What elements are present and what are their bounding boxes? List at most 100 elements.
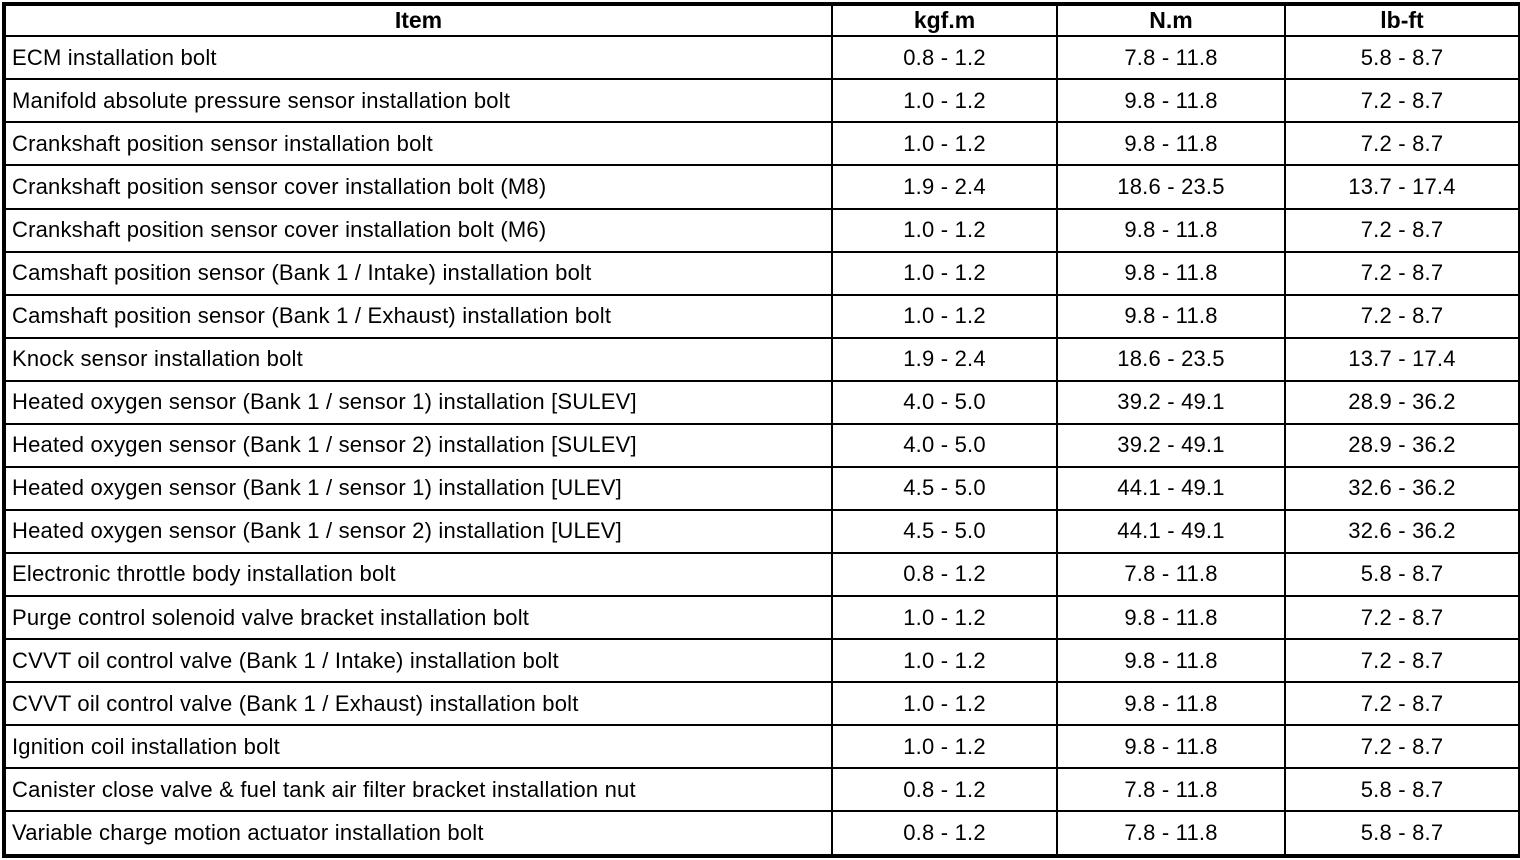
lbft-cell: 7.2 - 8.7 <box>1284 121 1520 167</box>
lbft-cell: 7.2 - 8.7 <box>1284 250 1520 296</box>
lbft-cell: 5.8 - 8.7 <box>1284 767 1520 813</box>
item-cell: Camshaft position sensor (Bank 1 / Exhau… <box>3 293 833 339</box>
kgfm-cell: 1.0 - 1.2 <box>831 681 1058 727</box>
table-row: Ignition coil installation bolt 1.0 - 1.… <box>3 724 1520 770</box>
lbft-cell: 28.9 - 36.2 <box>1284 422 1520 468</box>
table-header-row: Item kgf.m N.m lb-ft <box>3 2 1520 38</box>
nm-cell: 9.8 - 11.8 <box>1056 207 1286 253</box>
nm-cell: 9.8 - 11.8 <box>1056 121 1286 167</box>
kgfm-cell: 1.0 - 1.2 <box>831 595 1058 641</box>
item-cell: ECM installation bolt <box>3 35 833 81</box>
nm-cell: 9.8 - 11.8 <box>1056 681 1286 727</box>
nm-cell: 9.8 - 11.8 <box>1056 293 1286 339</box>
table-row: CVVT oil control valve (Bank 1 / Exhaust… <box>3 681 1520 727</box>
column-header-kgfm: kgf.m <box>831 2 1058 38</box>
item-cell: Electronic throttle body installation bo… <box>3 552 833 598</box>
column-header-lbft: lb-ft <box>1284 2 1520 38</box>
lbft-cell: 13.7 - 17.4 <box>1284 336 1520 382</box>
kgfm-cell: 1.0 - 1.2 <box>831 78 1058 124</box>
table-row: Manifold absolute pressure sensor instal… <box>3 78 1520 124</box>
kgfm-cell: 1.0 - 1.2 <box>831 293 1058 339</box>
table-row: Camshaft position sensor (Bank 1 / Exhau… <box>3 293 1520 339</box>
kgfm-cell: 0.8 - 1.2 <box>831 552 1058 598</box>
item-cell: Ignition coil installation bolt <box>3 724 833 770</box>
item-cell: Purge control solenoid valve bracket ins… <box>3 595 833 641</box>
lbft-cell: 5.8 - 8.7 <box>1284 810 1520 857</box>
lbft-cell: 7.2 - 8.7 <box>1284 638 1520 684</box>
lbft-cell: 13.7 - 17.4 <box>1284 164 1520 210</box>
nm-cell: 44.1 - 49.1 <box>1056 508 1286 555</box>
item-cell: Heated oxygen sensor (Bank 1 / sensor 2)… <box>3 508 833 555</box>
item-cell: Heated oxygen sensor (Bank 1 / sensor 1)… <box>3 465 833 511</box>
item-cell: Crankshaft position sensor cover install… <box>3 207 833 253</box>
lbft-cell: 28.9 - 36.2 <box>1284 379 1520 425</box>
nm-cell: 7.8 - 11.8 <box>1056 552 1286 598</box>
nm-cell: 9.8 - 11.8 <box>1056 250 1286 296</box>
nm-cell: 39.2 - 49.1 <box>1056 379 1286 425</box>
table-row: Electronic throttle body installation bo… <box>3 552 1520 598</box>
table-row: Heated oxygen sensor (Bank 1 / sensor 2)… <box>3 422 1520 468</box>
kgfm-cell: 1.0 - 1.2 <box>831 207 1058 253</box>
lbft-cell: 7.2 - 8.7 <box>1284 595 1520 641</box>
column-header-item: Item <box>3 2 833 38</box>
kgfm-cell: 1.9 - 2.4 <box>831 164 1058 210</box>
kgfm-cell: 0.8 - 1.2 <box>831 767 1058 813</box>
table-row: Crankshaft position sensor cover install… <box>3 207 1520 253</box>
lbft-cell: 7.2 - 8.7 <box>1284 207 1520 253</box>
nm-cell: 39.2 - 49.1 <box>1056 422 1286 468</box>
lbft-cell: 7.2 - 8.7 <box>1284 293 1520 339</box>
nm-cell: 18.6 - 23.5 <box>1056 164 1286 210</box>
table-row: CVVT oil control valve (Bank 1 / Intake)… <box>3 638 1520 684</box>
kgfm-cell: 0.8 - 1.2 <box>831 35 1058 81</box>
lbft-cell: 32.6 - 36.2 <box>1284 465 1520 511</box>
lbft-cell: 7.2 - 8.7 <box>1284 78 1520 124</box>
item-cell: Manifold absolute pressure sensor instal… <box>3 78 833 124</box>
item-cell: Crankshaft position sensor installation … <box>3 121 833 167</box>
kgfm-cell: 4.0 - 5.0 <box>831 379 1058 425</box>
nm-cell: 44.1 - 49.1 <box>1056 465 1286 511</box>
item-cell: Heated oxygen sensor (Bank 1 / sensor 1)… <box>3 379 833 425</box>
item-cell: Variable charge motion actuator installa… <box>3 810 833 857</box>
lbft-cell: 7.2 - 8.7 <box>1284 681 1520 727</box>
table-row: Heated oxygen sensor (Bank 1 / sensor 1)… <box>3 465 1520 511</box>
table-row: ECM installation bolt 0.8 - 1.2 7.8 - 11… <box>3 35 1520 81</box>
kgfm-cell: 1.0 - 1.2 <box>831 250 1058 296</box>
kgfm-cell: 4.5 - 5.0 <box>831 465 1058 511</box>
kgfm-cell: 1.9 - 2.4 <box>831 336 1058 382</box>
kgfm-cell: 4.5 - 5.0 <box>831 508 1058 555</box>
kgfm-cell: 1.0 - 1.2 <box>831 121 1058 167</box>
item-cell: Camshaft position sensor (Bank 1 / Intak… <box>3 250 833 296</box>
item-cell: CVVT oil control valve (Bank 1 / Intake)… <box>3 638 833 684</box>
nm-cell: 7.8 - 11.8 <box>1056 767 1286 813</box>
item-cell: Heated oxygen sensor (Bank 1 / sensor 2)… <box>3 422 833 468</box>
nm-cell: 9.8 - 11.8 <box>1056 595 1286 641</box>
lbft-cell: 5.8 - 8.7 <box>1284 35 1520 81</box>
table-row: Heated oxygen sensor (Bank 1 / sensor 2)… <box>3 508 1520 555</box>
table-row: Canister close valve & fuel tank air fil… <box>3 767 1520 813</box>
table-row: Crankshaft position sensor cover install… <box>3 164 1520 210</box>
lbft-cell: 7.2 - 8.7 <box>1284 724 1520 770</box>
table-row: Heated oxygen sensor (Bank 1 / sensor 1)… <box>3 379 1520 425</box>
item-cell: Knock sensor installation bolt <box>3 336 833 382</box>
kgfm-cell: 4.0 - 5.0 <box>831 422 1058 468</box>
nm-cell: 7.8 - 11.8 <box>1056 810 1286 857</box>
table-row: Variable charge motion actuator installa… <box>3 810 1520 857</box>
nm-cell: 18.6 - 23.5 <box>1056 336 1286 382</box>
kgfm-cell: 1.0 - 1.2 <box>831 638 1058 684</box>
table-row: Crankshaft position sensor installation … <box>3 121 1520 167</box>
nm-cell: 9.8 - 11.8 <box>1056 724 1286 770</box>
table-row: Camshaft position sensor (Bank 1 / Intak… <box>3 250 1520 296</box>
item-cell: Crankshaft position sensor cover install… <box>3 164 833 210</box>
kgfm-cell: 0.8 - 1.2 <box>831 810 1058 857</box>
table-row: Knock sensor installation bolt 1.9 - 2.4… <box>3 336 1520 382</box>
nm-cell: 9.8 - 11.8 <box>1056 638 1286 684</box>
item-cell: Canister close valve & fuel tank air fil… <box>3 767 833 813</box>
column-header-nm: N.m <box>1056 2 1286 38</box>
nm-cell: 9.8 - 11.8 <box>1056 78 1286 124</box>
nm-cell: 7.8 - 11.8 <box>1056 35 1286 81</box>
lbft-cell: 5.8 - 8.7 <box>1284 552 1520 598</box>
item-cell: CVVT oil control valve (Bank 1 / Exhaust… <box>3 681 833 727</box>
lbft-cell: 32.6 - 36.2 <box>1284 508 1520 555</box>
